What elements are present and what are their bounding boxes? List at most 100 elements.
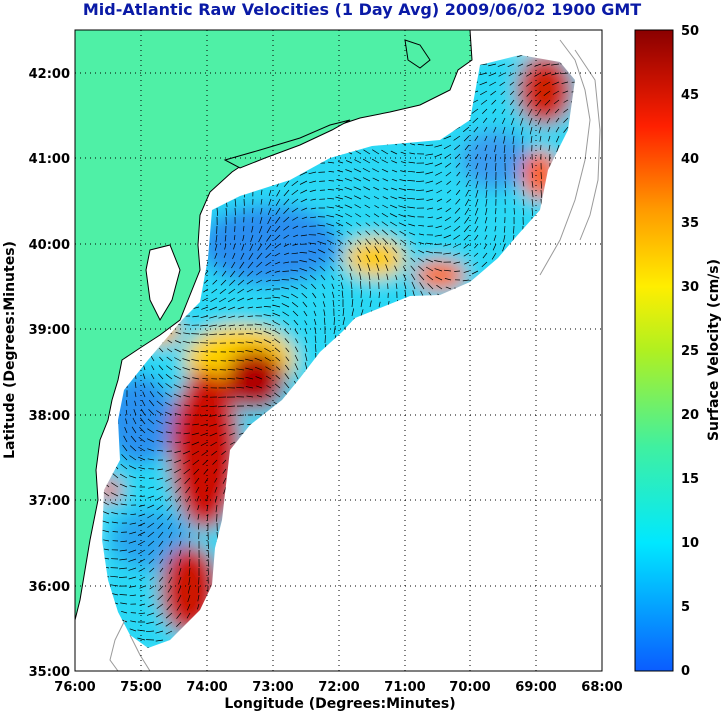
velocity-arrow bbox=[121, 610, 128, 614]
velocity-arrow bbox=[418, 249, 425, 254]
velocity-arrow bbox=[185, 486, 191, 494]
velocity-arrow bbox=[374, 246, 380, 254]
velocity-arrow bbox=[188, 531, 191, 538]
velocity-arrow bbox=[472, 117, 479, 124]
velocity-arrow bbox=[150, 382, 155, 389]
velocity-arrow bbox=[425, 153, 434, 156]
velocity-arrow bbox=[563, 126, 569, 133]
velocity-arrow bbox=[272, 312, 281, 317]
velocity-arrow bbox=[518, 99, 524, 107]
y-tick-label: 38:00 bbox=[29, 409, 70, 424]
velocity-arrow bbox=[146, 621, 155, 624]
velocity-arrow bbox=[157, 391, 164, 398]
velocity-arrow bbox=[131, 426, 137, 434]
velocity-arrow bbox=[274, 261, 281, 265]
velocity-arrow bbox=[103, 548, 110, 551]
velocity-arrow bbox=[186, 603, 191, 611]
velocity-arrow bbox=[364, 204, 371, 209]
colorbar-tick-label: 45 bbox=[681, 88, 699, 103]
velocity-arrow bbox=[408, 223, 416, 227]
velocity-arrow bbox=[263, 314, 272, 317]
velocity-arrow bbox=[191, 441, 200, 446]
velocity-arrow bbox=[522, 180, 525, 187]
velocity-arrow bbox=[263, 339, 272, 344]
velocity-arrow bbox=[228, 288, 236, 294]
velocity-arrow bbox=[222, 477, 227, 484]
velocity-arrow bbox=[417, 144, 425, 146]
velocity-arrow bbox=[299, 275, 308, 281]
velocity-arrow bbox=[130, 495, 137, 497]
velocity-arrow bbox=[237, 279, 245, 286]
velocity-arrow bbox=[120, 602, 128, 605]
velocity-arrow bbox=[398, 196, 407, 200]
velocity-arrow bbox=[215, 504, 218, 513]
velocity-arrow bbox=[182, 340, 191, 344]
velocity-arrow bbox=[147, 603, 155, 608]
velocity-arrow bbox=[310, 198, 317, 201]
velocity-arrow bbox=[238, 432, 245, 435]
velocity-arrow bbox=[275, 356, 281, 362]
velocity-arrow bbox=[503, 135, 506, 144]
velocity-arrow bbox=[167, 339, 173, 344]
velocity-arrow bbox=[344, 186, 353, 191]
velocity-arrow bbox=[493, 126, 497, 133]
velocity-arrow bbox=[268, 198, 272, 206]
velocity-arrow bbox=[191, 350, 200, 353]
velocity-arrow bbox=[484, 225, 488, 232]
velocity-arrow bbox=[519, 108, 524, 117]
velocity-arrow bbox=[165, 459, 173, 462]
velocity-arrow bbox=[401, 248, 407, 254]
y-tick-label: 39:00 bbox=[29, 323, 70, 338]
velocity-arrow bbox=[383, 187, 389, 191]
velocity-arrow bbox=[150, 355, 155, 362]
y-tick-label: 37:00 bbox=[29, 494, 70, 509]
velocity-arrow bbox=[485, 180, 488, 189]
velocity-arrow bbox=[183, 432, 191, 435]
velocity-arrow bbox=[209, 324, 218, 327]
velocity-arrow bbox=[331, 291, 335, 299]
velocity-arrow bbox=[151, 365, 155, 371]
velocity-arrow bbox=[255, 270, 263, 276]
velocity-arrow bbox=[227, 414, 236, 417]
y-tick-label: 40:00 bbox=[29, 238, 70, 253]
velocity-arrow bbox=[295, 338, 299, 344]
velocity-arrow bbox=[331, 275, 335, 281]
velocity-arrow bbox=[491, 252, 497, 260]
velocity-arrow bbox=[237, 297, 245, 302]
velocity-arrow bbox=[245, 341, 254, 344]
velocity-arrow bbox=[360, 280, 362, 290]
velocity-arrow bbox=[292, 310, 299, 317]
velocity-arrow bbox=[128, 567, 137, 571]
velocity-arrow bbox=[526, 81, 533, 87]
velocity-arrow bbox=[138, 549, 146, 555]
velocity-arrow bbox=[197, 522, 200, 530]
velocity-arrow bbox=[102, 520, 110, 524]
velocity-arrow bbox=[157, 594, 164, 601]
velocity-arrow bbox=[138, 576, 146, 581]
velocity-arrow bbox=[560, 72, 569, 75]
velocity-arrow bbox=[398, 205, 407, 209]
velocity-arrow bbox=[182, 367, 191, 371]
velocity-arrow bbox=[435, 225, 443, 229]
velocity-arrow bbox=[211, 450, 218, 456]
velocity-arrow bbox=[552, 90, 560, 95]
velocity-arrow bbox=[376, 263, 380, 272]
velocity-arrow bbox=[233, 243, 236, 250]
velocity-arrow bbox=[240, 252, 245, 260]
velocity-arrow bbox=[251, 216, 254, 223]
velocity-arrow bbox=[228, 423, 236, 427]
velocity-arrow bbox=[300, 189, 308, 194]
velocity-arrow bbox=[474, 234, 479, 241]
velocity-arrow bbox=[222, 468, 227, 474]
velocity-arrow bbox=[425, 189, 434, 193]
velocity-arrow bbox=[183, 332, 191, 335]
velocity-arrow bbox=[272, 320, 281, 326]
velocity-arrow bbox=[453, 261, 461, 264]
velocity-arrow bbox=[197, 504, 200, 510]
velocity-arrow bbox=[224, 243, 227, 250]
velocity-arrow bbox=[381, 168, 389, 173]
velocity-arrow bbox=[309, 275, 317, 281]
velocity-arrow bbox=[232, 252, 236, 260]
velocity-arrow bbox=[247, 261, 254, 269]
velocity-arrow bbox=[156, 603, 164, 609]
